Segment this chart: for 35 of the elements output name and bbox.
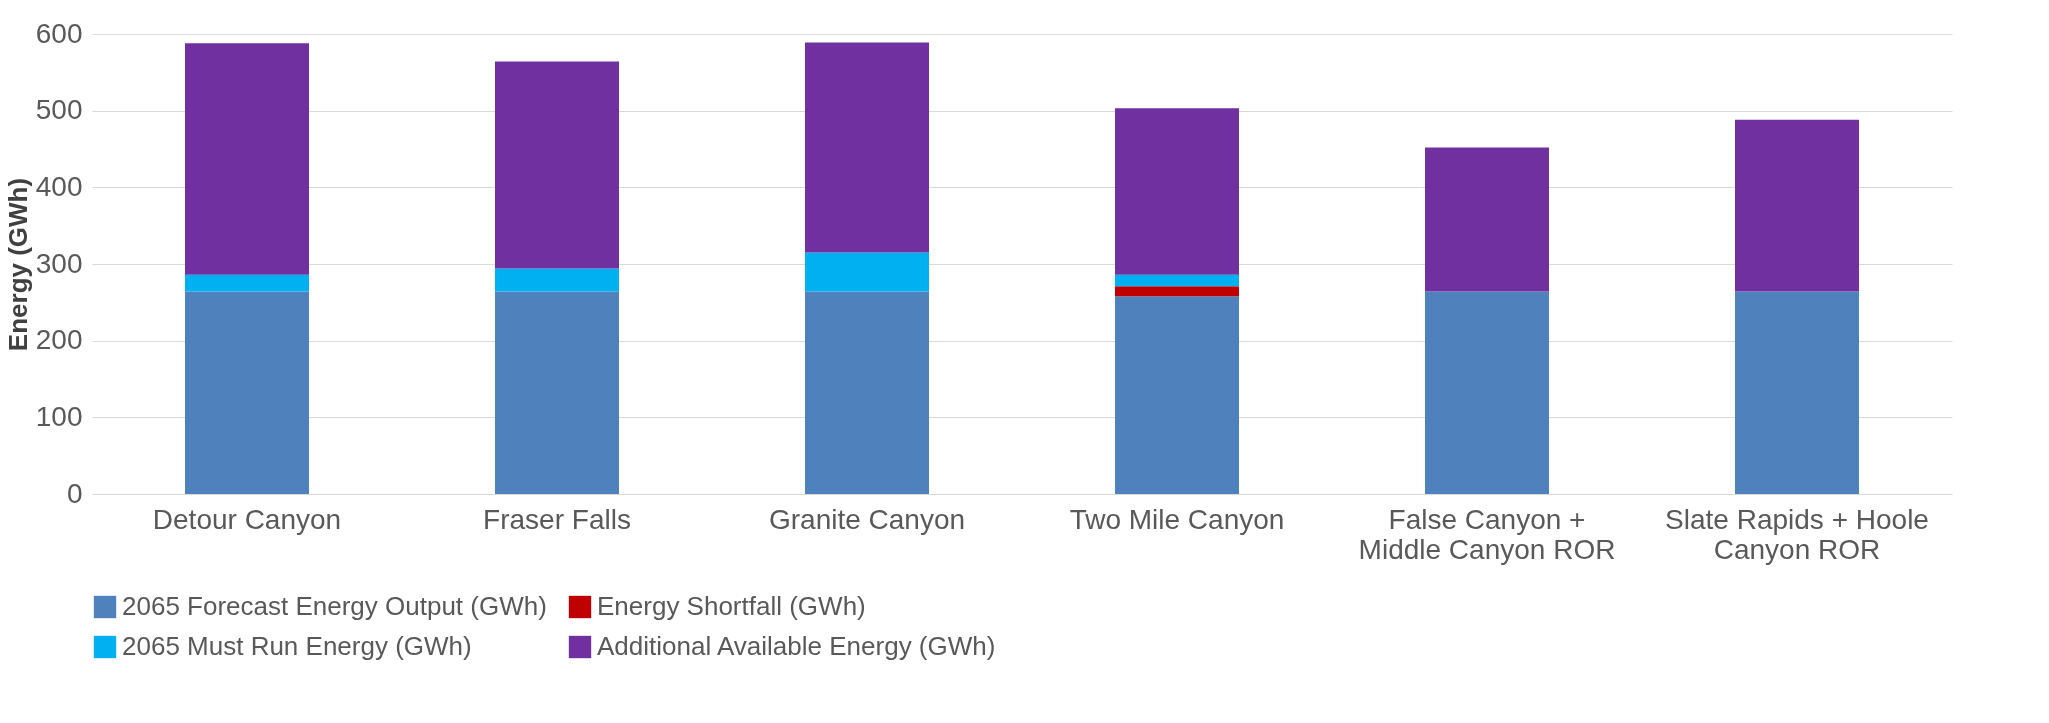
y-axis-title: Energy (GWh)	[2, 177, 33, 352]
y-tick-label: 200	[35, 324, 83, 356]
legend-label: Additional Available Energy (GWh)	[597, 631, 996, 661]
legend-label: 2065 Forecast Energy Output (GWh)	[122, 591, 547, 621]
x-tick-label: False Canyon + Middle Canyon ROR	[1358, 503, 1616, 565]
y-tick-label: 600	[35, 17, 83, 49]
y-tick-label: 0	[66, 477, 83, 509]
bar	[495, 268, 619, 292]
bar	[185, 43, 309, 275]
y-tick-label: 300	[35, 247, 83, 279]
bar	[1735, 119, 1859, 292]
y-tick-label: 100	[35, 400, 83, 432]
y-tick-label: 500	[35, 94, 83, 126]
y-tick-label: 400	[35, 170, 83, 202]
bar	[495, 61, 619, 269]
bar	[1115, 108, 1239, 275]
bar	[1115, 296, 1239, 494]
bar	[185, 274, 309, 292]
bar	[805, 252, 929, 292]
bar	[495, 291, 619, 494]
bar	[1425, 291, 1549, 494]
bar	[1735, 291, 1859, 494]
bar	[1115, 286, 1239, 297]
bar	[1115, 274, 1239, 287]
x-tick-label: Two Mile Canyon	[1069, 503, 1285, 535]
x-tick-label: Detour Canyon	[152, 503, 342, 535]
bar	[185, 291, 309, 494]
legend-label: 2065 Must Run Energy (GWh)	[122, 631, 472, 661]
x-tick-label: Fraser Falls	[483, 503, 631, 535]
x-tick-label: Slate Rapids + Hoole Canyon ROR	[1665, 503, 1929, 565]
bar	[805, 42, 929, 253]
x-tick-label: Granite Canyon	[768, 503, 966, 535]
bar	[1425, 147, 1549, 292]
legend-label: Energy Shortfall (GWh)	[597, 591, 866, 621]
bar	[805, 291, 929, 494]
